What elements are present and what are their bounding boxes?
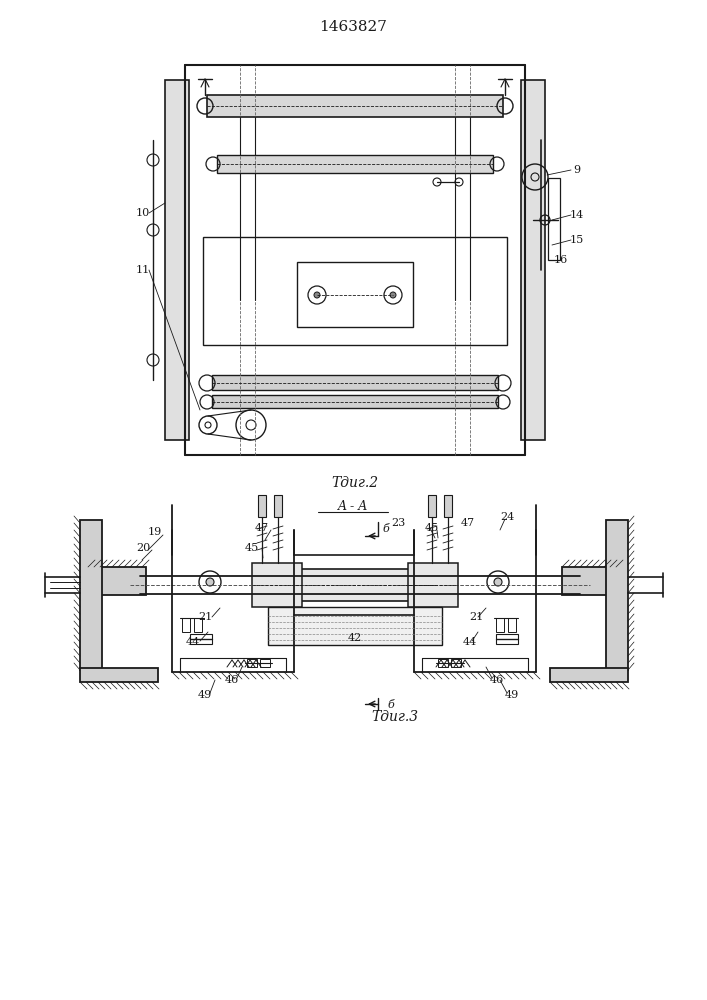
Text: 23: 23 <box>391 518 405 528</box>
Bar <box>217 155 493 173</box>
Text: 46: 46 <box>490 675 504 685</box>
Bar <box>268 607 442 645</box>
Text: 11: 11 <box>136 265 150 275</box>
Text: 44: 44 <box>186 637 200 647</box>
Bar <box>274 495 282 517</box>
Bar <box>408 563 458 607</box>
Bar <box>438 659 448 667</box>
Text: 21: 21 <box>469 612 483 622</box>
Circle shape <box>206 578 214 586</box>
Bar <box>562 567 620 595</box>
Text: 20: 20 <box>136 543 150 553</box>
Bar <box>80 668 158 682</box>
Text: 49: 49 <box>198 690 212 700</box>
Bar <box>182 618 190 632</box>
Bar <box>295 569 435 601</box>
Text: A - A: A - A <box>338 500 368 514</box>
Text: 46: 46 <box>225 675 239 685</box>
Bar <box>550 668 628 682</box>
Bar <box>451 659 461 667</box>
Text: б: б <box>387 700 395 710</box>
Circle shape <box>314 292 320 298</box>
Circle shape <box>494 578 502 586</box>
Bar <box>194 618 202 632</box>
Bar <box>80 520 102 670</box>
Text: б: б <box>382 524 390 534</box>
Bar <box>521 80 545 440</box>
Bar <box>496 618 504 632</box>
Bar <box>606 520 628 670</box>
Text: 16: 16 <box>554 255 568 265</box>
Bar <box>165 80 189 440</box>
Text: 42: 42 <box>348 633 362 643</box>
Bar <box>444 495 452 517</box>
Text: 45: 45 <box>245 543 259 553</box>
Bar <box>260 659 270 667</box>
Bar <box>496 634 518 644</box>
Text: Τдиг.2: Τдиг.2 <box>332 476 378 490</box>
Text: 1463827: 1463827 <box>319 20 387 34</box>
Bar <box>252 563 302 607</box>
Text: 49: 49 <box>505 690 519 700</box>
Text: 19: 19 <box>148 527 162 537</box>
Text: 44: 44 <box>463 637 477 647</box>
Bar <box>297 262 413 327</box>
Bar <box>258 495 266 517</box>
Text: 10: 10 <box>136 208 150 218</box>
Text: 15: 15 <box>570 235 584 245</box>
Bar <box>207 95 503 117</box>
Bar <box>548 178 560 260</box>
Text: 14: 14 <box>570 210 584 220</box>
Bar <box>428 495 436 517</box>
Bar <box>247 659 257 667</box>
Bar <box>212 395 498 408</box>
Bar <box>508 618 516 632</box>
Bar <box>88 567 146 595</box>
Text: 21: 21 <box>198 612 212 622</box>
Text: Τдиг.3: Τдиг.3 <box>371 710 419 724</box>
Circle shape <box>390 292 396 298</box>
Bar <box>190 634 212 644</box>
Text: 9: 9 <box>573 165 580 175</box>
Text: 24: 24 <box>500 512 514 522</box>
Text: 47: 47 <box>461 518 475 528</box>
Text: 45: 45 <box>425 523 439 533</box>
Bar <box>212 375 498 390</box>
Bar <box>203 237 507 345</box>
Text: 47: 47 <box>255 523 269 533</box>
